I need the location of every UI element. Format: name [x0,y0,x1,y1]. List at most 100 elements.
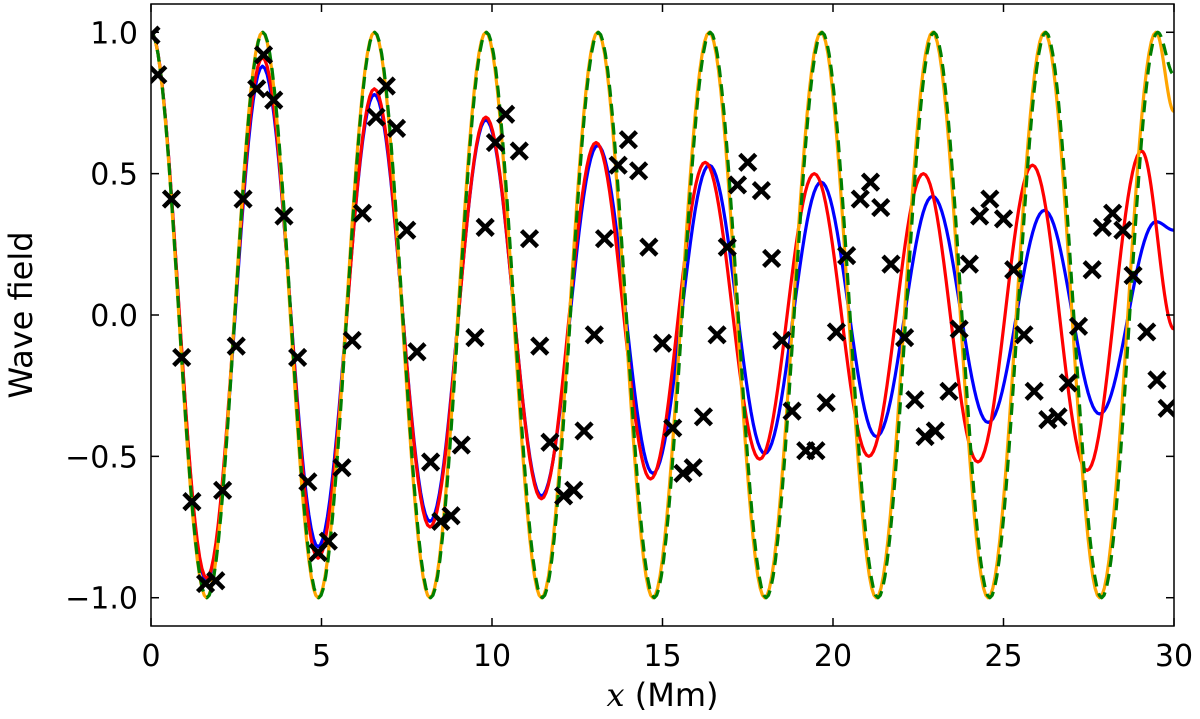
data-marker [509,141,529,161]
data-marker [860,172,881,192]
data-marker [1123,265,1143,286]
data-marker [939,381,959,401]
data-marker [318,531,338,551]
data-marker [673,463,693,483]
x-tick-label: 5 [312,639,331,674]
data-marker [826,322,847,342]
data-marker [594,229,615,249]
data-marker [172,347,192,367]
data-marker [871,197,891,218]
x-tick-label: 10 [473,639,511,674]
x-tick-label: 30 [1155,639,1193,674]
data-marker [980,189,1000,209]
data-marker [407,342,427,362]
data-marker [1103,203,1123,223]
data-marker [519,229,540,249]
data-marker [530,336,550,356]
tick-layer: 0 5 10 15 20 25 30 −1.0 −0.5 0.0 0.5 1.0 [65,4,1193,674]
data-marker [441,506,461,526]
data-marker [683,458,703,478]
series-layer [151,30,1174,600]
data-marker [970,206,990,226]
data-marker [850,189,870,209]
data-marker [1137,322,1157,342]
data-marker [1058,373,1078,393]
x-axis-variable: x [607,676,625,714]
data-marker [1082,260,1102,280]
data-marker [782,401,802,421]
y-tick-label: 0.0 [90,299,138,334]
data-marker [707,325,727,345]
y-tick-label: −0.5 [65,440,138,475]
y-tick-label: −1.0 [65,582,138,617]
data-marker [738,152,758,172]
series-line-4 [151,30,1174,600]
data-marker [274,206,294,226]
data-marker [421,452,441,472]
data-marker [1068,316,1089,336]
x-axis-unit: (Mm) [625,676,719,714]
data-marker [639,237,659,257]
data-marker [540,432,560,452]
data-marker [629,161,649,181]
data-marker [584,325,604,345]
data-marker [288,347,308,367]
data-marker [1024,381,1044,401]
data-marker [574,421,594,441]
data-marker [485,132,506,153]
data-marker [949,319,969,339]
data-marker [693,407,714,427]
data-marker [837,246,857,266]
data-marker [451,435,471,455]
data-marker [717,237,737,257]
data-marker [895,328,915,348]
y-tick-label: 0.5 [90,158,138,193]
data-marker [816,393,836,413]
x-tick-label: 25 [984,639,1022,674]
data-marker [226,336,246,356]
data-marker [253,45,274,65]
x-axis-label: x (Mm) [607,676,719,714]
data-marker [1113,220,1133,240]
x-tick-label: 20 [814,639,852,674]
data-marker [342,330,362,351]
data-marker [905,390,925,410]
data-marker [925,421,945,441]
data-marker [564,480,584,500]
data-marker [151,65,168,85]
data-marker [264,90,284,110]
data-marker [993,209,1014,229]
x-tick-label: 0 [141,639,160,674]
data-marker [475,217,495,237]
data-marker [1092,217,1112,237]
data-marker [1048,407,1068,427]
data-marker [618,130,638,150]
data-marker [554,486,574,506]
data-marker [386,118,407,138]
data-marker [151,25,161,45]
data-marker [727,175,748,195]
data-marker [881,254,901,274]
data-marker [806,441,826,461]
data-marker [366,107,386,127]
x-tick-label: 15 [643,639,681,674]
data-marker [247,79,267,99]
data-marker [663,418,683,438]
y-tick-label: 1.0 [90,16,138,51]
y-axis-label: Wave field [2,231,40,398]
data-marker [751,181,771,201]
data-marker [915,426,935,447]
data-marker [397,220,417,240]
data-marker [608,155,628,175]
data-marker [431,511,451,531]
data-marker [1014,325,1034,345]
data-marker [213,480,233,500]
marker-layer [151,25,1174,594]
data-marker [1147,370,1167,390]
data-marker [1004,260,1024,280]
data-marker [298,472,318,492]
data-marker [496,104,516,124]
data-marker [762,248,782,269]
data-marker [652,333,673,353]
data-marker [352,203,373,223]
